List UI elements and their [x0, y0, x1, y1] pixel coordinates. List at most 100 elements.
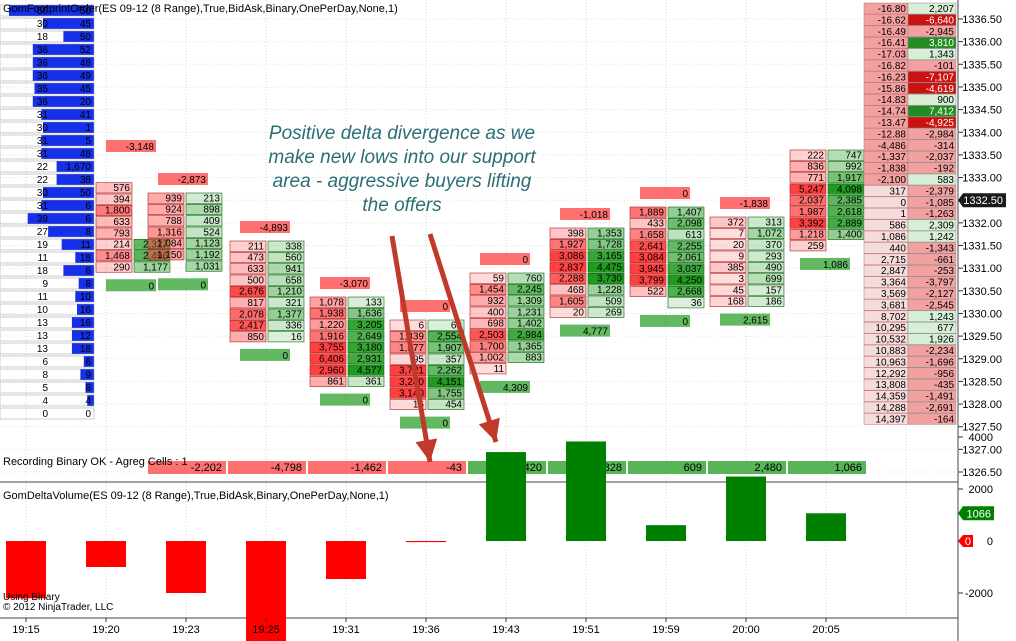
bid-cell: [789, 172, 827, 184]
ladder-right-value: -4,619: [926, 84, 955, 95]
volume-right-value: 50: [80, 188, 92, 199]
volume-cell: [0, 30, 95, 43]
bar-top-delta-value: -4,893: [260, 223, 289, 234]
bid-value: 522: [647, 287, 664, 298]
ladder-left-value: 440: [889, 243, 906, 254]
bid-value: 6,406: [319, 354, 344, 365]
volume-cell: [0, 95, 95, 108]
volume-right-value: 11: [81, 240, 92, 251]
ladder-left-value: 317: [889, 186, 906, 197]
ladder-left-value: -16.23: [878, 72, 907, 83]
price-tick-label: 1331.50: [962, 241, 1002, 253]
bid-cell: [709, 295, 747, 307]
volume-cell: [0, 108, 95, 121]
bid-cell: [709, 239, 747, 251]
bid-cell: [147, 249, 185, 261]
volume-right-value: 6: [85, 214, 91, 225]
bar-top-delta-box: [720, 197, 770, 209]
bid-cell: [629, 240, 667, 252]
volume-cell: [0, 160, 95, 173]
volume-bar: [87, 395, 94, 406]
bid-cell: [549, 239, 587, 250]
volume-left-value: 18: [37, 32, 49, 43]
bid-value: 1,889: [639, 207, 664, 218]
ask-value: 213: [203, 193, 220, 204]
volume-right-value: 12: [80, 331, 92, 342]
ask-cell: [747, 216, 785, 228]
ladder-left-value: -12.88: [878, 129, 907, 140]
ladder-right-cell: [907, 219, 957, 231]
ladder-left-value: 14,359: [875, 392, 906, 403]
ladder-right-cell: [907, 139, 957, 152]
bid-cell: [95, 193, 133, 205]
ask-value: 490: [765, 263, 782, 274]
ask-cell: [347, 341, 385, 353]
volume-right-value: 9: [85, 370, 91, 381]
volume-cell: [0, 69, 95, 82]
bid-cell: [147, 226, 185, 238]
volume-right-value: 45: [80, 19, 92, 30]
ask-cell: [587, 239, 625, 250]
footprint-columns: 5763941,8006337932142,3271,4682,4962901,…: [95, 140, 865, 430]
ladder-right-value: 1,242: [929, 232, 954, 243]
bid-cell: [469, 317, 507, 329]
volume-left-value: 50: [37, 6, 49, 17]
delta-volume-bar: [166, 541, 206, 593]
ask-cell: [667, 229, 705, 241]
volume-left-value: 13: [37, 318, 49, 329]
ask-value: 186: [765, 297, 782, 308]
bid-value: 20: [573, 308, 585, 319]
bar-delta-box: [388, 461, 466, 474]
ladder-right-value: 2,207: [929, 4, 954, 15]
ladder-right-cell: [907, 287, 957, 300]
price-tick-label: 1333.00: [962, 173, 1002, 185]
price-tick-label: 1329.50: [962, 331, 1002, 343]
ask-cell: [347, 375, 385, 387]
volume-left-value: 0: [42, 409, 48, 420]
ask-cell: [185, 249, 223, 261]
time-tick-label: 19:15: [12, 624, 40, 636]
bid-cell: [789, 240, 827, 252]
ladder-right-value: -7,107: [926, 72, 955, 83]
ask-value: 16: [291, 332, 303, 343]
bid-cell: [229, 297, 267, 309]
ask-value: 1,192: [195, 250, 220, 261]
ladder-right-cell: [907, 356, 957, 368]
bar-top-delta-box: [560, 208, 610, 220]
volume-left-value: 5: [42, 383, 48, 394]
ask-cell: [347, 319, 385, 331]
ask-value: 760: [525, 273, 542, 284]
bid-cell: [709, 273, 747, 285]
bid-cell: [469, 272, 507, 284]
bar-delta-value: 609: [684, 462, 702, 474]
ladder-right-value: -253: [934, 266, 954, 277]
bid-value: 1,916: [319, 331, 344, 342]
volume-bar: [71, 317, 94, 328]
price-tick-label: 1330.50: [962, 286, 1002, 298]
ladder-right-value: -2,984: [926, 129, 955, 140]
bid-cell: [229, 240, 267, 252]
price-tick-label: 1326.50: [962, 467, 1002, 479]
bid-value: 1,339: [399, 332, 424, 343]
ladder-right-cell: [907, 93, 957, 106]
delta-y-tick-label: 0: [987, 536, 993, 548]
delta-volume-bar: [566, 441, 606, 541]
ask-value: 3,180: [357, 343, 382, 354]
ladder-right-cell: [907, 71, 957, 83]
ask-cell: [747, 250, 785, 262]
bar-delta-box: [708, 461, 786, 474]
ask-value: 4,250: [677, 275, 702, 286]
copyright-label: © 2012 NinjaTrader, LLC: [3, 602, 114, 613]
ask-cell: [667, 206, 705, 218]
volume-right-value: 8: [85, 279, 91, 290]
volume-bar: [32, 70, 94, 81]
volume-left-value: 39: [37, 214, 49, 225]
volume-cell: [0, 407, 95, 420]
ask-value: 1,210: [277, 287, 302, 298]
volume-bar: [9, 5, 94, 16]
volume-left-value: 31: [37, 149, 49, 160]
ask-cell: [587, 284, 625, 296]
volume-right-value: 4: [85, 396, 91, 407]
annotation-arrow-shaft: [389, 235, 433, 463]
